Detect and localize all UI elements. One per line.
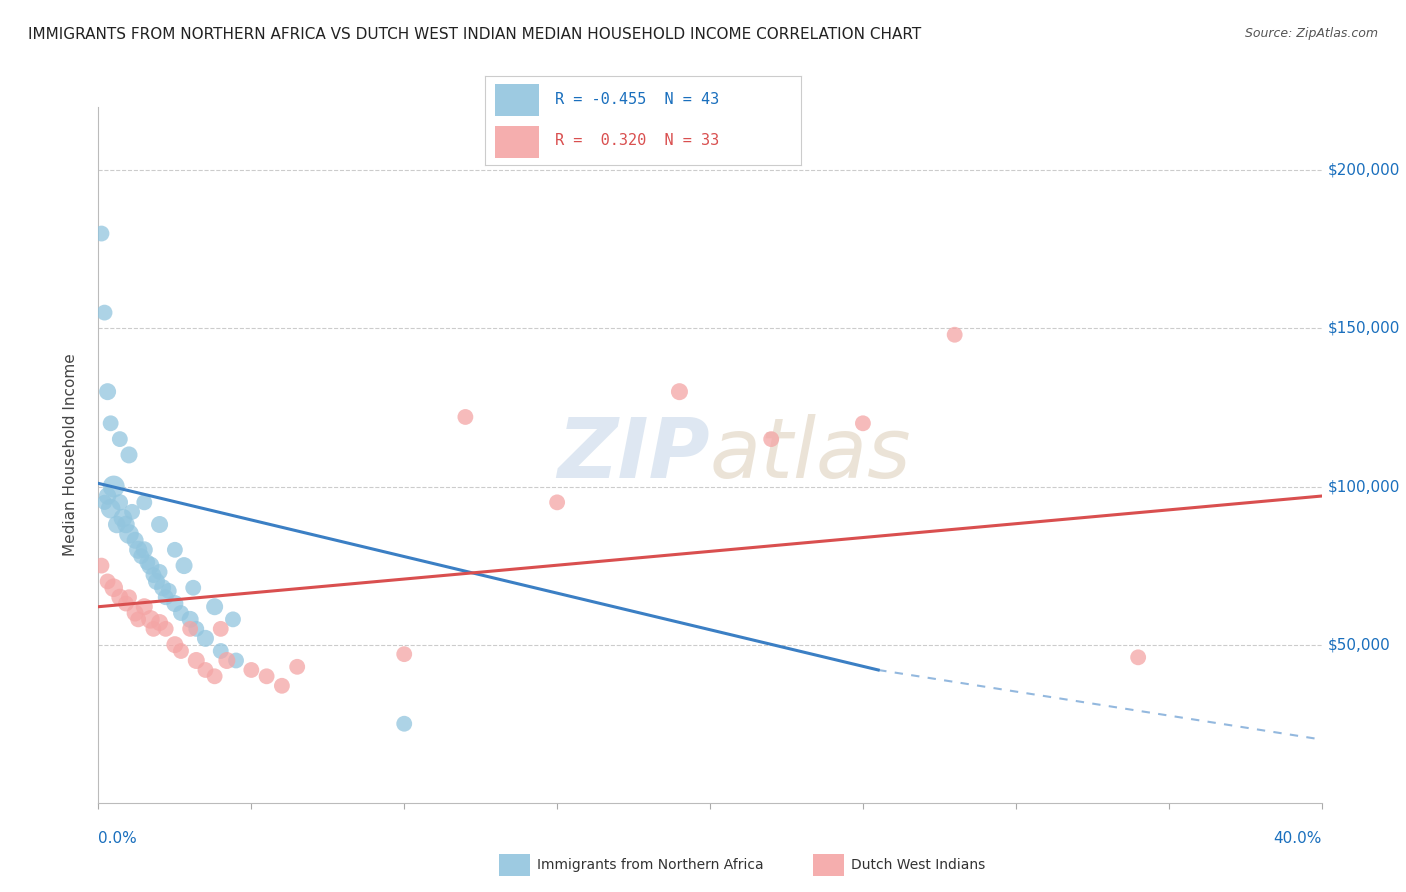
Point bbox=[759, 432, 782, 446]
Point bbox=[97, 489, 120, 503]
Text: 40.0%: 40.0% bbox=[1274, 830, 1322, 846]
Point bbox=[100, 501, 122, 516]
Point bbox=[170, 606, 193, 620]
Point bbox=[108, 432, 131, 446]
Point bbox=[97, 574, 120, 589]
Point bbox=[209, 622, 232, 636]
Text: Dutch West Indians: Dutch West Indians bbox=[851, 858, 984, 871]
Point bbox=[134, 599, 156, 614]
Point bbox=[155, 591, 177, 605]
Point bbox=[256, 669, 278, 683]
Point bbox=[270, 679, 292, 693]
Text: $50,000: $50,000 bbox=[1327, 637, 1391, 652]
Point bbox=[240, 663, 263, 677]
Point bbox=[100, 417, 122, 431]
Point bbox=[1128, 650, 1150, 665]
Point bbox=[225, 653, 247, 667]
Point bbox=[93, 305, 115, 319]
Point bbox=[118, 448, 141, 462]
Point bbox=[108, 591, 131, 605]
Point bbox=[204, 599, 226, 614]
Point bbox=[222, 612, 245, 626]
Point bbox=[103, 479, 125, 493]
Point bbox=[139, 558, 162, 573]
Point bbox=[194, 663, 217, 677]
Point bbox=[194, 632, 217, 646]
Point bbox=[90, 227, 112, 241]
Point bbox=[90, 558, 112, 573]
Point bbox=[103, 581, 125, 595]
Point bbox=[145, 574, 167, 589]
Point bbox=[181, 581, 204, 595]
Point bbox=[121, 505, 143, 519]
Point bbox=[118, 591, 141, 605]
Point bbox=[105, 517, 128, 532]
Point bbox=[392, 647, 416, 661]
Point bbox=[139, 612, 162, 626]
Point bbox=[215, 653, 238, 667]
Text: $100,000: $100,000 bbox=[1327, 479, 1400, 494]
Point bbox=[149, 615, 172, 630]
Point bbox=[179, 622, 201, 636]
Y-axis label: Median Household Income: Median Household Income bbox=[63, 353, 77, 557]
Point bbox=[124, 606, 146, 620]
Point bbox=[111, 511, 134, 525]
Point bbox=[392, 716, 416, 731]
Point bbox=[152, 581, 174, 595]
Point bbox=[134, 542, 156, 557]
Point bbox=[170, 644, 193, 658]
Point bbox=[852, 417, 875, 431]
Text: R =  0.320  N = 33: R = 0.320 N = 33 bbox=[554, 134, 718, 148]
Text: atlas: atlas bbox=[710, 415, 911, 495]
Point bbox=[129, 549, 152, 563]
Point bbox=[127, 612, 149, 626]
Point bbox=[155, 622, 177, 636]
Point bbox=[115, 597, 138, 611]
Bar bbox=[813, 854, 844, 876]
Bar bbox=[495, 126, 538, 158]
Point bbox=[546, 495, 568, 509]
Bar bbox=[495, 84, 538, 116]
Point bbox=[127, 542, 149, 557]
Text: $200,000: $200,000 bbox=[1327, 163, 1400, 178]
Point bbox=[285, 660, 308, 674]
Point bbox=[97, 384, 120, 399]
Text: 0.0%: 0.0% bbox=[98, 830, 138, 846]
Point bbox=[163, 597, 186, 611]
Point bbox=[186, 653, 208, 667]
Point bbox=[93, 495, 115, 509]
Point bbox=[209, 644, 232, 658]
Point bbox=[668, 384, 690, 399]
Point bbox=[142, 622, 165, 636]
Point bbox=[142, 568, 165, 582]
Point bbox=[163, 542, 186, 557]
Text: Immigrants from Northern Africa: Immigrants from Northern Africa bbox=[537, 858, 763, 871]
Point bbox=[124, 533, 146, 548]
Point bbox=[118, 527, 141, 541]
Point bbox=[157, 583, 180, 598]
Text: $150,000: $150,000 bbox=[1327, 321, 1400, 336]
Point bbox=[115, 517, 138, 532]
Point bbox=[149, 565, 172, 579]
Point bbox=[108, 495, 131, 509]
Text: R = -0.455  N = 43: R = -0.455 N = 43 bbox=[554, 93, 718, 107]
Point bbox=[186, 622, 208, 636]
Bar bbox=[499, 854, 530, 876]
Point bbox=[943, 327, 966, 342]
Point bbox=[149, 517, 172, 532]
Point bbox=[204, 669, 226, 683]
Point bbox=[179, 612, 201, 626]
Point bbox=[134, 495, 156, 509]
Point bbox=[173, 558, 195, 573]
Text: IMMIGRANTS FROM NORTHERN AFRICA VS DUTCH WEST INDIAN MEDIAN HOUSEHOLD INCOME COR: IMMIGRANTS FROM NORTHERN AFRICA VS DUTCH… bbox=[28, 27, 921, 42]
Point bbox=[163, 638, 186, 652]
Point bbox=[136, 556, 159, 570]
Text: ZIP: ZIP bbox=[557, 415, 710, 495]
Text: Source: ZipAtlas.com: Source: ZipAtlas.com bbox=[1244, 27, 1378, 40]
Point bbox=[454, 409, 477, 424]
